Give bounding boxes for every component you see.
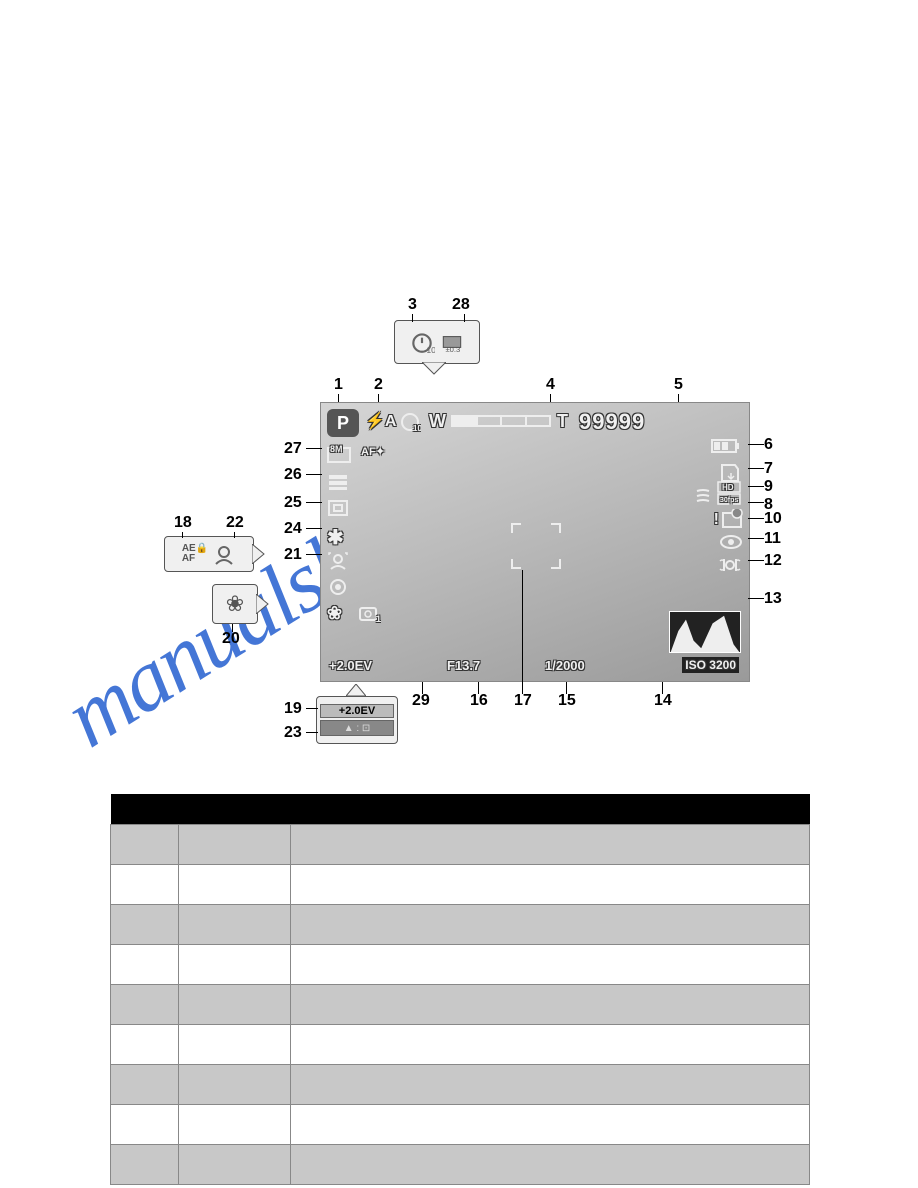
table-row <box>111 1064 810 1104</box>
callout-19: 19 <box>284 700 302 718</box>
resolution-icon: 8M <box>327 443 353 466</box>
table-body <box>111 824 810 1184</box>
callout-1: 1 <box>334 376 343 394</box>
table-row <box>111 864 810 904</box>
histogram <box>669 611 741 653</box>
table-row <box>111 984 810 1024</box>
aperture-readout: F13.7 <box>447 658 480 673</box>
callout-26: 26 <box>284 466 302 484</box>
callout-11: 11 <box>764 530 781 548</box>
popup-timer-aeb: 10 ±0.3 <box>394 320 480 364</box>
table-header <box>111 794 810 824</box>
callout-13: 13 <box>764 590 782 608</box>
macro-icon: ❀ <box>327 603 342 624</box>
callout-27: 27 <box>284 440 302 458</box>
svg-text:8M: 8M <box>330 444 343 454</box>
callout-3: 3 <box>408 296 417 314</box>
callout-24: 24 <box>284 520 302 538</box>
callout-18: 18 <box>174 514 192 532</box>
face-detect-icon <box>212 542 236 566</box>
table-row <box>111 944 810 984</box>
face-track-icon <box>327 551 349 574</box>
warning-icon: ! <box>714 511 719 529</box>
stabilizer-icon <box>717 555 743 578</box>
table-row <box>111 824 810 864</box>
callout-20: 20 <box>222 630 240 648</box>
callout-4: 4 <box>546 376 555 394</box>
svg-text:1: 1 <box>376 614 381 623</box>
ev-readout: +2.0EV <box>329 658 372 673</box>
tracking-box: ▲ : ⊡ <box>320 720 394 736</box>
callout-25: 25 <box>284 494 302 512</box>
callout-16: 16 <box>470 692 488 710</box>
whitebalance-icon: ✱ <box>327 525 344 550</box>
callout-7: 7 <box>764 460 773 478</box>
table-row <box>111 1024 810 1064</box>
shutter-readout: 1/2000 <box>545 658 585 673</box>
callout-28: 28 <box>452 296 470 314</box>
callout-22: 22 <box>226 514 244 532</box>
lcd-screen: P ⚡A 10 W T 99999 HD 30fps ! <box>320 402 750 682</box>
shots-remaining: 99999 <box>579 409 645 435</box>
callout-9: 9 <box>764 478 773 496</box>
popup-ev-tracking: +2.0EV ▲ : ⊡ <box>316 696 398 744</box>
af-lamp-icon: AF✦ <box>361 445 385 458</box>
callout-14: 14 <box>654 692 672 710</box>
zoom-w: W <box>429 411 446 432</box>
wind-icon <box>695 487 715 508</box>
macro-flower-icon: ❀ <box>226 591 244 617</box>
iso-readout: ISO 3200 <box>682 657 739 673</box>
svg-text:HD: HD <box>722 483 734 492</box>
table-row <box>111 904 810 944</box>
lcd-diagram: 10 ±0.3 3 28 1 2 4 5 P ⚡A 10 W T 99999 <box>150 280 790 760</box>
popup-macro: ❀ <box>212 584 258 624</box>
callout-29: 29 <box>412 692 430 710</box>
aeb-icon: ±0.3 <box>439 329 465 355</box>
hd-fps-icon: HD 30fps <box>717 481 743 509</box>
redeye-icon <box>327 577 349 600</box>
callout-23: 23 <box>284 724 302 742</box>
callout-17: 17 <box>514 692 532 710</box>
ev-box: +2.0EV <box>320 704 394 718</box>
flash-icon: ⚡A <box>365 411 396 431</box>
callout-5: 5 <box>674 376 683 394</box>
callout-10: 10 <box>764 510 782 528</box>
mode-icon: P <box>327 409 359 437</box>
legend-table <box>110 794 810 1185</box>
datestamp-icon <box>721 509 743 532</box>
callout-12: 12 <box>764 552 782 570</box>
battery-icon <box>711 439 741 458</box>
blink-icon <box>719 533 743 554</box>
zoom-bar <box>451 415 551 427</box>
table-row <box>111 1104 810 1144</box>
callout-21: 21 <box>284 546 302 564</box>
selftimer-icon: 10 <box>399 411 421 436</box>
drive-icon: 1 <box>357 603 381 626</box>
svg-text:±0.3: ±0.3 <box>446 345 461 354</box>
table-row <box>111 1144 810 1184</box>
timer-icon: 10 <box>409 329 435 355</box>
callout-2: 2 <box>374 376 383 394</box>
callout-6: 6 <box>764 436 773 454</box>
metering-icon <box>327 499 349 520</box>
aeaf-lock-icon: AE🔒AF <box>182 544 208 564</box>
zoom-t: T <box>557 411 568 432</box>
popup-aelock-face: AE🔒AF <box>164 536 254 572</box>
callout-15: 15 <box>558 692 576 710</box>
quality-icon <box>327 473 349 494</box>
svg-text:30fps: 30fps <box>720 497 738 504</box>
svg-text:10: 10 <box>426 345 435 355</box>
svg-text:10: 10 <box>413 424 421 433</box>
